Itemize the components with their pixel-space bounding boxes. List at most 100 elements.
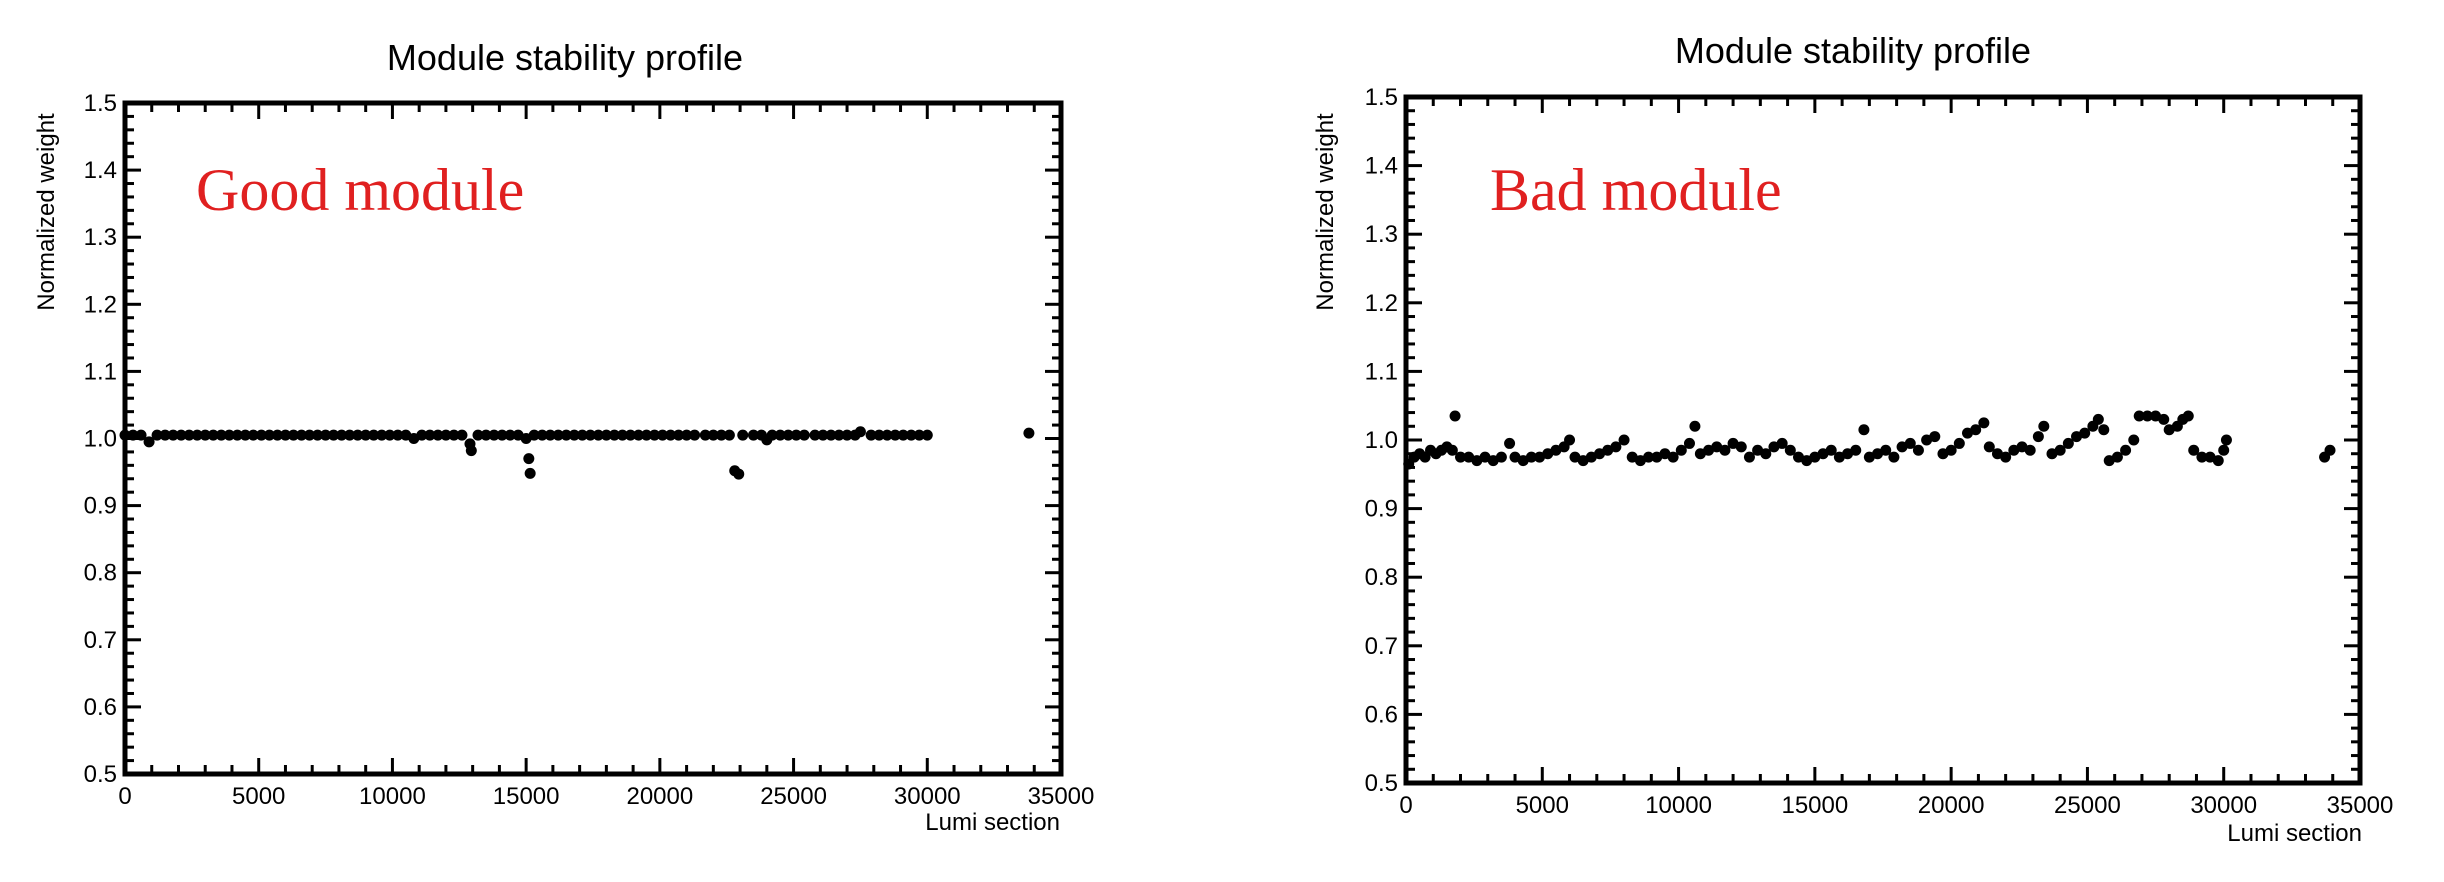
y-tick-label: 0.5 (84, 761, 117, 788)
data-point (592, 429, 604, 441)
data-point (1564, 434, 1576, 446)
data-point (798, 429, 810, 441)
data-point (448, 429, 460, 441)
y-tick-label: 1.1 (84, 358, 117, 385)
panel-annotation: Good module (196, 157, 524, 223)
bad-module-panel: Module stability profile Bad module Norm… (1312, 30, 2393, 847)
data-point (191, 429, 203, 441)
data-point (2120, 444, 2132, 456)
data-point (2188, 444, 2200, 456)
data-point (1776, 437, 1788, 449)
y-tick-label: 1.5 (1365, 84, 1398, 111)
data-point (1449, 410, 1461, 422)
data-point (689, 429, 701, 441)
data-point (715, 429, 727, 441)
data-point (1618, 434, 1630, 446)
data-point (1743, 451, 1755, 463)
x-tick-label: 0 (118, 783, 131, 810)
y-tick-label: 0.6 (1365, 701, 1398, 728)
data-point (657, 429, 669, 441)
data-point (1953, 437, 1965, 449)
data-point (1850, 444, 1862, 456)
data-point (215, 429, 227, 441)
data-point (344, 429, 356, 441)
x-tick-label: 0 (1399, 792, 1412, 819)
data-point (2092, 413, 2104, 425)
data-point (825, 429, 837, 441)
data-point (263, 429, 275, 441)
data-point (1929, 431, 1941, 443)
y-tick-label: 0.5 (1365, 770, 1398, 797)
data-point (1675, 444, 1687, 456)
data-point (1719, 444, 1731, 456)
data-point (504, 429, 516, 441)
data-point (135, 429, 147, 441)
data-point (328, 429, 340, 441)
data-point (1525, 451, 1537, 463)
data-point (833, 429, 845, 441)
data-point (392, 429, 404, 441)
data-point (1610, 441, 1622, 453)
data-point (1735, 441, 1747, 453)
y-tick-label: 0.9 (1365, 496, 1398, 523)
y-tick-label: 1.4 (1365, 153, 1398, 180)
data-point (560, 429, 572, 441)
data-point (336, 429, 348, 441)
data-point (352, 429, 364, 441)
data-point (841, 429, 853, 441)
data-point (480, 429, 492, 441)
data-point (312, 429, 324, 441)
data-point (699, 429, 711, 441)
data-point (921, 429, 933, 441)
data-point (304, 429, 316, 441)
data-point (2054, 444, 2066, 456)
data-point (151, 429, 163, 441)
data-point (271, 429, 283, 441)
data-point (2182, 410, 2194, 422)
data-point (552, 429, 564, 441)
data-point (881, 429, 893, 441)
x-tick-label: 20000 (1918, 792, 1985, 819)
data-point (1455, 451, 1467, 463)
y-tick-label: 0.8 (1365, 564, 1398, 591)
data-point (2111, 451, 2123, 463)
data-point (1023, 427, 1035, 439)
data-point (175, 429, 187, 441)
data-point (2141, 410, 2153, 422)
data-point (1945, 444, 1957, 456)
data-point (707, 429, 719, 441)
data-point (424, 429, 436, 441)
data-point (456, 429, 468, 441)
x-tick-label: 25000 (760, 783, 827, 810)
data-point (1825, 444, 1837, 456)
data-point (632, 429, 644, 441)
data-point (2196, 451, 2208, 463)
data-point (737, 429, 749, 441)
data-point (199, 429, 211, 441)
y-axis-label: Normalized weight (33, 113, 60, 311)
y-tick-label: 0.6 (84, 694, 117, 721)
data-point (913, 429, 925, 441)
data-point (239, 429, 251, 441)
data-point (524, 467, 536, 479)
x-tick-label: 20000 (626, 783, 693, 810)
data-point (576, 429, 588, 441)
data-point (496, 429, 508, 441)
x-tick-label: 25000 (2054, 792, 2121, 819)
data-point (2038, 420, 2050, 432)
data-point (1689, 420, 1701, 432)
data-point (368, 429, 380, 441)
data-point (465, 445, 477, 457)
good-module-panel: Module stability profile Good module Nor… (33, 37, 1094, 836)
data-point (255, 429, 267, 441)
x-tick-label: 30000 (2190, 792, 2257, 819)
data-point (2000, 451, 2012, 463)
data-point (416, 429, 428, 441)
plot-frame (1403, 94, 2363, 786)
data-point (1504, 437, 1516, 449)
data-point (905, 429, 917, 441)
chart-title: Module stability profile (1675, 30, 2031, 71)
x-tick-label: 10000 (359, 783, 426, 810)
data-point (673, 429, 685, 441)
